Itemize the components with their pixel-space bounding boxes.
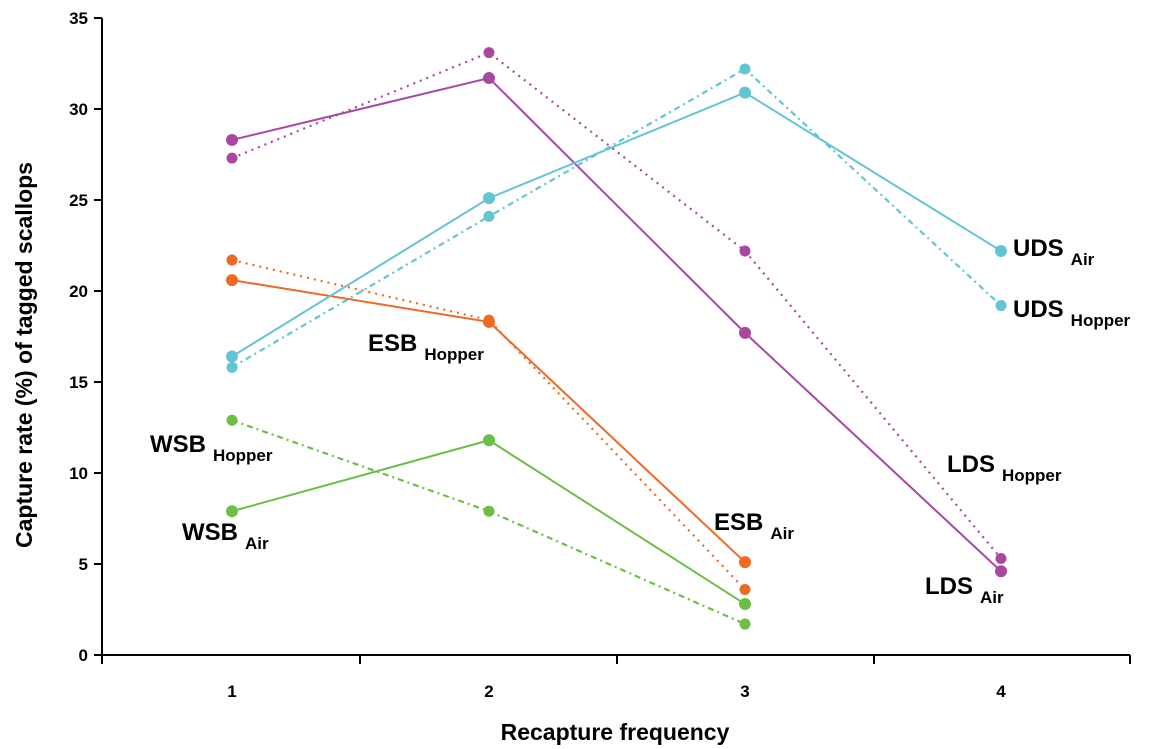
data-point <box>739 63 751 75</box>
data-point <box>995 300 1007 312</box>
data-point <box>995 244 1007 257</box>
series-line <box>231 91 1002 358</box>
data-point <box>483 505 495 517</box>
series-label-wsb-hopper: WSB Hopper <box>150 431 273 465</box>
data-point <box>226 274 238 287</box>
series-line <box>231 258 746 591</box>
data-point <box>226 505 238 518</box>
data-point <box>483 192 495 205</box>
data-point <box>739 86 751 99</box>
y-tick-label: 0 <box>79 646 88 665</box>
x-tick-label: 3 <box>740 682 749 701</box>
x-tick-label: 1 <box>227 682 236 701</box>
x-tick-label: 4 <box>996 682 1006 701</box>
series-label-lds-air: LDS Air <box>925 573 1004 607</box>
y-tick-label: 20 <box>69 282 88 301</box>
data-point <box>995 565 1007 578</box>
series-line <box>231 419 746 626</box>
y-tick-label: 10 <box>69 464 88 483</box>
series-label-uds-hopper: UDS Hopper <box>1013 296 1131 330</box>
series-label-wsb-air: WSB Air <box>182 519 269 553</box>
data-point <box>483 47 495 59</box>
data-point <box>739 556 751 569</box>
data-point <box>739 583 751 595</box>
y-tick-label: 35 <box>69 9 88 28</box>
series-lds-air <box>226 72 1007 578</box>
series-lds-hopper <box>226 47 1007 565</box>
series-label-esb-hopper: ESB Hopper <box>368 330 484 364</box>
data-point <box>739 245 751 257</box>
data-point <box>226 361 238 373</box>
y-tick-label: 15 <box>69 373 88 392</box>
data-point <box>483 210 495 222</box>
data-point <box>739 618 751 630</box>
data-point <box>739 598 751 611</box>
x-axis-title: Recapture frequency <box>501 719 730 745</box>
series-line <box>231 76 1002 573</box>
data-point <box>226 414 238 426</box>
data-point <box>226 350 238 363</box>
series-label-esb-air: ESB Air <box>714 509 794 543</box>
series-lines <box>226 47 1007 630</box>
y-tick-label: 5 <box>79 555 88 574</box>
series-line <box>231 439 746 605</box>
data-point <box>483 314 495 326</box>
series-line <box>231 51 1002 560</box>
data-point <box>226 254 238 266</box>
data-point <box>226 133 238 146</box>
data-point <box>483 434 495 447</box>
y-tick-label: 25 <box>69 191 88 210</box>
ticks: 0 5 10 15 20 25 30 35 1 2 3 4 <box>69 9 1131 701</box>
series-wsb-air <box>226 434 751 611</box>
series-label-lds-hopper: LDS Hopper <box>947 451 1062 485</box>
series-esb-hopper <box>226 254 751 595</box>
data-point <box>226 152 238 164</box>
y-tick-label: 30 <box>69 100 88 119</box>
data-point <box>483 72 495 85</box>
series-labels: WSB Air WSB Hopper ESB Air ESB Hopper LDS Air LDS H… <box>150 235 1131 607</box>
axes <box>101 18 1130 656</box>
series-wsb-hopper <box>226 414 751 630</box>
series-label-uds-air: UDS Air <box>1013 235 1095 269</box>
data-point <box>739 326 751 339</box>
data-point <box>995 553 1007 565</box>
series-uds-air <box>226 86 1007 363</box>
series-line <box>231 67 1002 369</box>
x-tick-label: 2 <box>484 682 493 701</box>
y-axis-title: Capture rate (%) of tagged scallops <box>11 162 37 548</box>
series-uds-hopper <box>226 63 1007 373</box>
